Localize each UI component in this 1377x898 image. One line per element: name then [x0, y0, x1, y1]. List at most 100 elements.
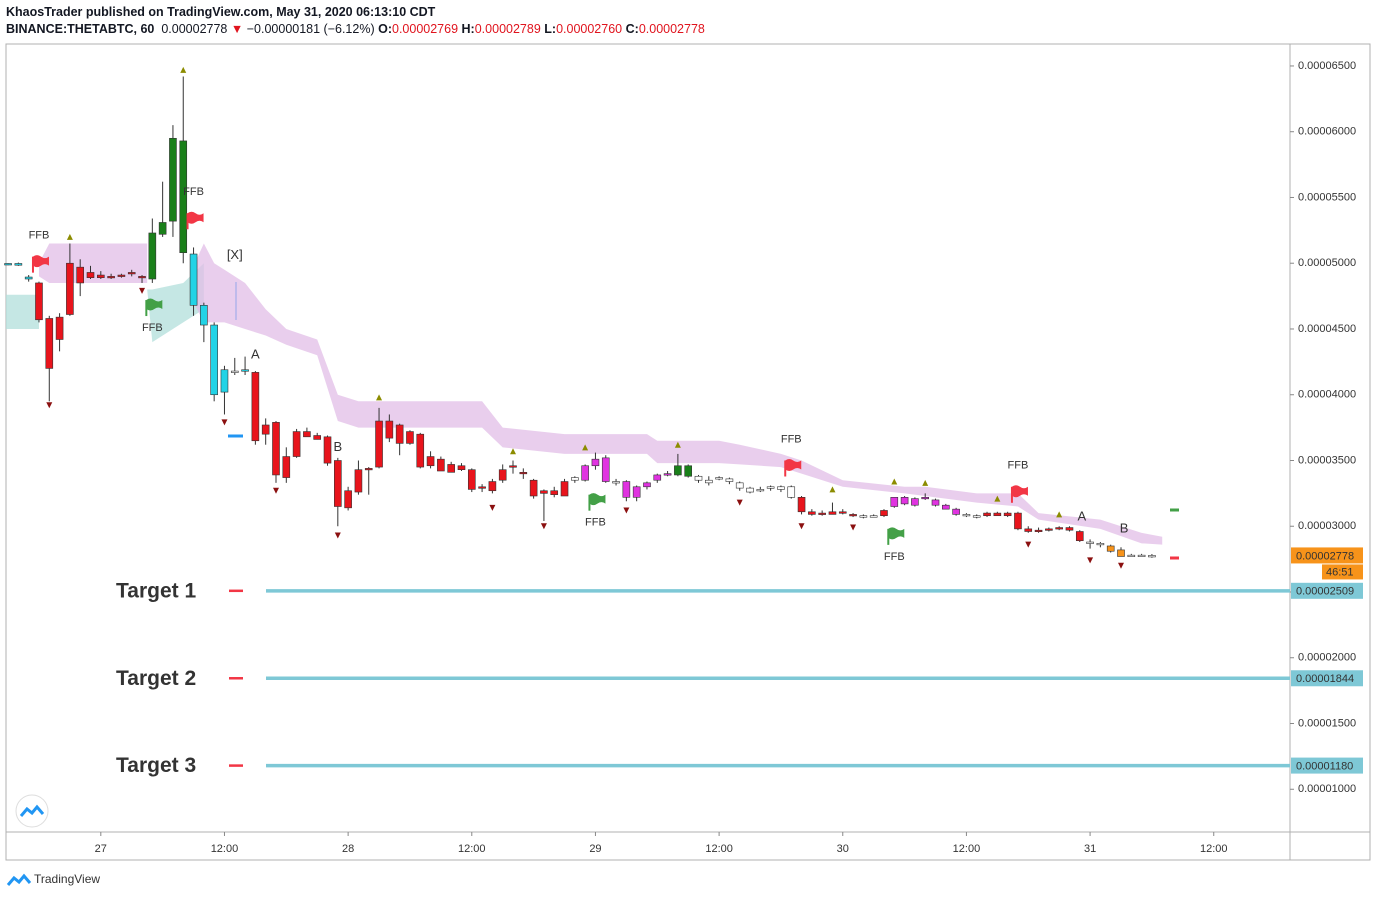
candle-body [849, 514, 857, 517]
flag-label: FFB [183, 186, 204, 198]
candle-body [653, 474, 662, 481]
flag [588, 493, 606, 511]
candle-body [1045, 528, 1053, 531]
header: KhaosTrader published on TradingView.com… [6, 4, 705, 38]
candle-body [437, 458, 445, 472]
flag-label: FFB [142, 322, 163, 334]
up-marker [891, 478, 898, 485]
annotation: B [333, 439, 342, 454]
candle-body [560, 481, 569, 497]
target-tag-label: 0.00002509 [1296, 586, 1354, 598]
candle-body [942, 504, 950, 510]
candle-body [1024, 528, 1033, 532]
x-tick-label: 12:00 [705, 843, 733, 855]
candle-body [983, 512, 991, 517]
flag-label: FFB [884, 551, 905, 563]
candle-body [1096, 543, 1105, 546]
flag-cloth [187, 211, 204, 224]
candle-body [251, 372, 260, 442]
last-price-tag [1291, 547, 1363, 564]
candle-body [1003, 512, 1012, 517]
down-marker [334, 532, 341, 539]
logo [15, 794, 49, 828]
candle-body [200, 305, 208, 326]
candle-body [838, 511, 847, 514]
candle-body [45, 318, 54, 369]
candle-body [643, 482, 651, 488]
candle-body [859, 515, 868, 518]
up-marker [376, 394, 383, 401]
ohlc-label: O: [378, 22, 392, 36]
candle-body [447, 464, 455, 473]
change-arrow: ▼ [230, 22, 244, 36]
flag-cloth [146, 298, 163, 311]
up-marker [829, 486, 836, 493]
annotation: A [1078, 508, 1087, 523]
countdown-label: 46:51 [1326, 566, 1354, 578]
ohlc-value: 0.00002778 [638, 22, 705, 36]
candle-body [334, 460, 342, 507]
candle-body [66, 262, 74, 315]
candle-body [704, 479, 713, 484]
ohlc-label: H: [461, 22, 475, 36]
down-marker [272, 487, 279, 494]
x-tick-label: 31 [1084, 843, 1096, 855]
annotation: [X] [227, 247, 243, 262]
flag-cloth [1011, 485, 1028, 498]
candle-body [1127, 554, 1136, 557]
flag-cloth [888, 527, 905, 540]
candle-body [292, 431, 301, 457]
candle-body [97, 274, 105, 278]
candle-body [282, 456, 291, 478]
candle-body [674, 465, 682, 476]
down-marker [623, 507, 630, 514]
up-marker [510, 448, 517, 455]
flag [784, 458, 802, 477]
candle-body [169, 137, 177, 222]
candle-body [76, 266, 84, 284]
cloud [38, 243, 148, 283]
candle-body [261, 424, 270, 435]
candle-body [385, 420, 394, 439]
x-tick-label: 12:00 [458, 843, 486, 855]
down-marker [1087, 557, 1094, 564]
ohlc-label: C: [625, 22, 639, 36]
cloud [6, 294, 39, 329]
candle-body [457, 465, 466, 470]
candle-body [529, 479, 538, 497]
candle-body [715, 477, 723, 480]
annotation: B [1120, 520, 1129, 535]
candle-body [550, 490, 559, 495]
flag [1010, 485, 1028, 503]
last-price: 0.00002778 [161, 22, 228, 36]
flag [145, 298, 163, 317]
candle-body [354, 469, 363, 493]
target-tag-label: 0.00001180 [1296, 760, 1353, 772]
candle-body [571, 477, 579, 481]
candle-body [756, 489, 765, 492]
candle-body [993, 512, 1002, 517]
up-marker [180, 66, 187, 73]
candle-body [890, 497, 899, 507]
candle-body [880, 510, 888, 517]
candle-body [972, 515, 981, 518]
ohlc: O:0.00002769 H:0.00002789 L:0.00002760 C… [378, 22, 705, 36]
target-tag [1291, 670, 1363, 687]
candle-body [189, 253, 198, 306]
flag-label: FFB [29, 230, 50, 242]
y-tick-label: 0.00004500 [1298, 323, 1356, 335]
y-tick-label: 0.00003500 [1298, 454, 1356, 466]
footer-logo [6, 873, 32, 886]
candle-body [426, 456, 435, 467]
candle-body [684, 465, 692, 477]
flag [186, 211, 204, 230]
candle-body [869, 515, 878, 518]
candle-body [777, 486, 785, 490]
candle-body [138, 276, 146, 279]
down-marker [1025, 541, 1032, 548]
candle-body [1065, 527, 1074, 531]
candle-body [921, 497, 930, 500]
candle-body [818, 512, 826, 515]
down-marker [736, 499, 743, 506]
